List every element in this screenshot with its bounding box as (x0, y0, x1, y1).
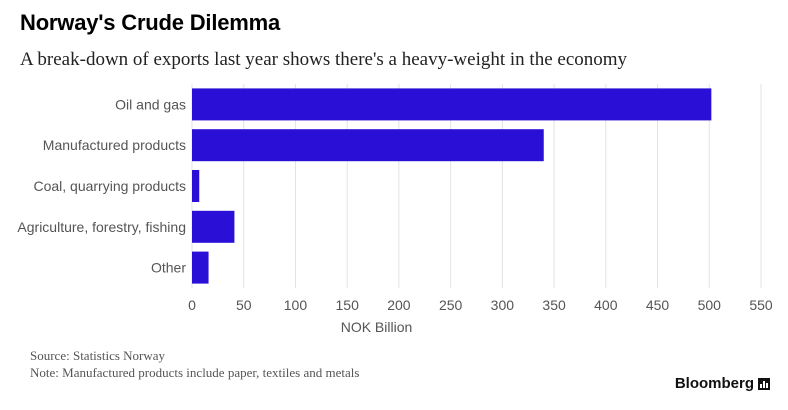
bar (192, 129, 544, 162)
x-axis-title: NOK Billion (341, 319, 413, 335)
bar (192, 88, 712, 121)
bar-chart: Oil and gas Manufactured products Coal, qu… (17, 84, 773, 335)
category-label: Other (151, 260, 186, 276)
category-label: Agriculture, forestry, fishing (17, 219, 186, 235)
x-tick-label: 250 (439, 297, 463, 313)
category-labels: Oil and gas Manufactured products Coal, qu… (17, 96, 186, 275)
x-tick-label: 50 (236, 297, 252, 313)
x-tick-label: 150 (336, 297, 360, 313)
x-tick-label: 500 (698, 297, 722, 313)
chart-subtitle: A break-down of exports last year shows … (20, 49, 628, 70)
source-note: Source: Statistics Norway (30, 348, 166, 363)
chart-title: Norway's Crude Dilemma (20, 10, 281, 35)
bar (192, 170, 200, 202)
x-tick-label: 400 (594, 297, 618, 313)
x-tick-label: 550 (749, 297, 773, 313)
footnote: Note: Manufactured products include pape… (30, 365, 360, 380)
x-tick-label: 350 (542, 297, 566, 313)
category-label: Oil and gas (115, 96, 186, 112)
x-tick-label: 450 (646, 297, 670, 313)
category-label: Coal, quarrying products (33, 178, 186, 194)
category-label: Manufactured products (43, 137, 186, 153)
bar-chart-icon (758, 377, 770, 390)
x-tick-label: 300 (491, 297, 515, 313)
x-tick-label: 0 (188, 297, 196, 313)
x-axis-tick-labels: 0 50 100 150 200 250 300 350 400 450 500 550 (188, 297, 773, 313)
bloomberg-logo: Bloomberg (675, 375, 770, 392)
bars (192, 88, 712, 284)
x-tick-label: 200 (387, 297, 411, 313)
bar (192, 251, 209, 284)
brand-name: Bloomberg (674, 375, 754, 392)
bar (192, 210, 235, 243)
x-tick-label: 100 (284, 297, 308, 313)
